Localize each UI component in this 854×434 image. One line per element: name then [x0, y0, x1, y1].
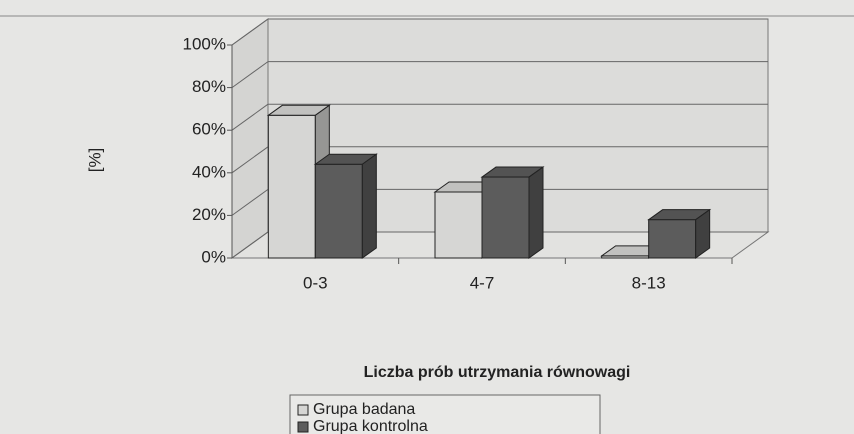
- y-tick-label: 60%: [192, 120, 226, 139]
- grid-line: [231, 103, 269, 131]
- legend-swatch: [297, 421, 309, 433]
- x-tick-label: 8-13: [632, 273, 666, 292]
- bar-side: [528, 166, 544, 259]
- y-tick-label: 0%: [201, 247, 226, 266]
- legend-swatch: [297, 404, 309, 416]
- y-axis-label: [%]: [85, 148, 104, 173]
- legend-label: Grupa kontrolna: [313, 418, 428, 434]
- x-axis-label: Liczba prób utrzymania równowagi: [364, 364, 631, 381]
- bar-front: [481, 176, 530, 259]
- bar-front: [648, 219, 697, 259]
- legend-box: [289, 394, 601, 434]
- y-tick-label: 40%: [192, 162, 226, 181]
- legend-label: Grupa badana: [313, 401, 415, 418]
- grid-line: [231, 188, 269, 216]
- bar-front: [267, 114, 316, 259]
- x-tick-label: 0-3: [303, 273, 328, 292]
- y-tick-label: 100%: [183, 34, 226, 53]
- x-tick-label: 4-7: [470, 273, 495, 292]
- bar-front: [434, 191, 483, 259]
- y-tick-label: 80%: [192, 77, 226, 96]
- bar: [647, 208, 712, 259]
- y-tick-label: 20%: [192, 205, 226, 224]
- grid-line: [231, 61, 269, 89]
- grid-line: [231, 18, 269, 46]
- bar-side: [695, 208, 711, 259]
- bar-side: [361, 153, 377, 259]
- side-wall: [231, 18, 269, 259]
- grid-line: [231, 146, 269, 174]
- bar: [480, 166, 545, 259]
- bar: [313, 153, 378, 259]
- bar-front: [314, 163, 363, 259]
- grid-line: [231, 231, 269, 259]
